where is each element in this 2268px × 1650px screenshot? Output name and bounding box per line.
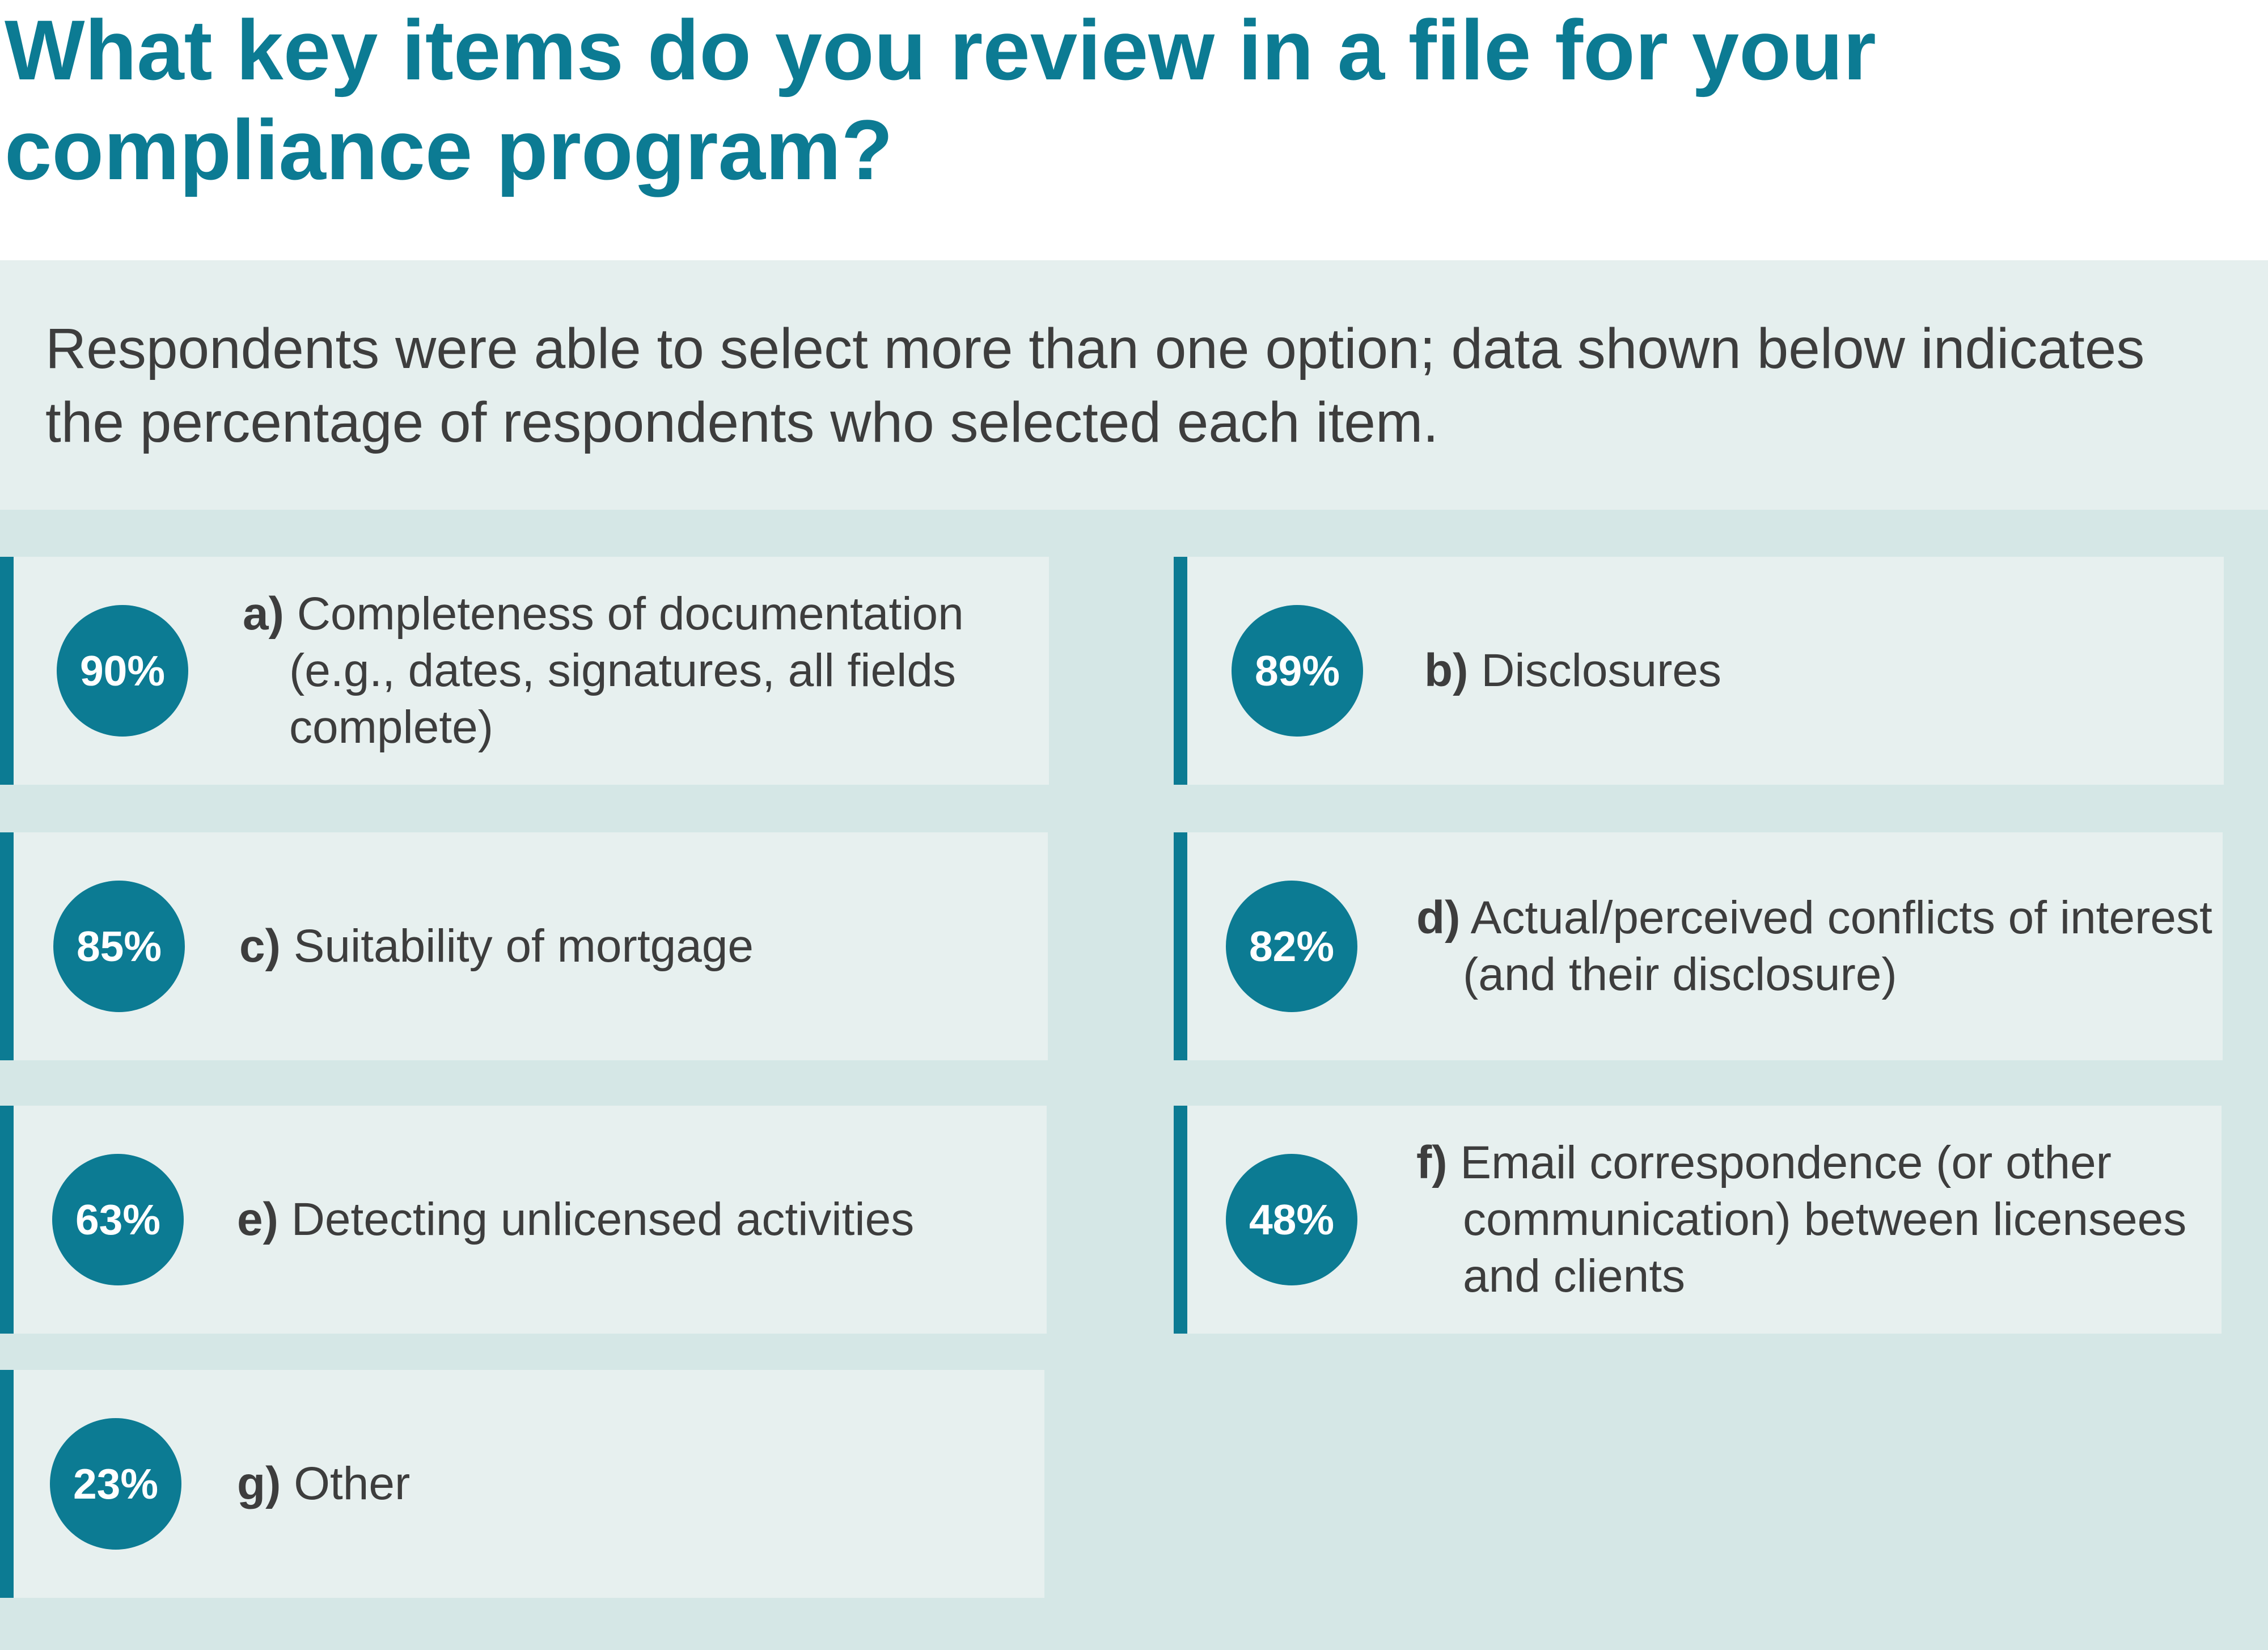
item-letter: c) xyxy=(239,920,281,972)
item-letter: a) xyxy=(243,588,284,640)
item-label: b) Disclosures xyxy=(1424,557,2224,785)
item-label: d) Actual/perceived conflicts of interes… xyxy=(1416,832,2227,1060)
item-label: c) Suitability of mortgage xyxy=(239,832,1039,1060)
percent-badge: 48% xyxy=(1226,1154,1357,1285)
item-card-e: 63% e) Detecting unlicensed activities xyxy=(0,1106,1047,1334)
item-text: Detecting unlicensed activities xyxy=(291,1194,915,1245)
chart-title: What key items do you review in a file f… xyxy=(5,2,1876,197)
item-card-g: 23% g) Other xyxy=(0,1370,1044,1598)
percent-badge: 82% xyxy=(1226,881,1357,1012)
item-label: e) Detecting unlicensed activities xyxy=(237,1106,1042,1334)
item-text: Other xyxy=(294,1458,411,1509)
item-label: a) Completeness of documentation (e.g., … xyxy=(243,557,1042,785)
item-text: Completeness of documentation (e.g., dat… xyxy=(289,588,964,753)
percent-badge: 90% xyxy=(57,605,188,737)
percent-badge: 85% xyxy=(53,881,185,1012)
item-text: Disclosures xyxy=(1481,645,1721,696)
percent-badge: 63% xyxy=(52,1154,184,1285)
item-card-a: 90% a) Completeness of documentation (e.… xyxy=(0,557,1049,785)
item-letter: g) xyxy=(237,1458,281,1509)
item-card-b: 89% b) Disclosures xyxy=(1174,557,2224,785)
item-letter: e) xyxy=(237,1194,278,1245)
item-letter: b) xyxy=(1424,645,1469,696)
chart-subtitle: Respondents were able to select more tha… xyxy=(45,317,2145,454)
item-card-d: 82% d) Actual/perceived conflicts of int… xyxy=(1174,832,2223,1060)
item-letter: d) xyxy=(1416,892,1461,944)
percent-badge: 89% xyxy=(1232,605,1363,737)
item-card-c: 85% c) Suitability of mortgage xyxy=(0,832,1048,1060)
item-text: Suitability of mortgage xyxy=(293,920,754,972)
subtitle-band xyxy=(0,260,2268,510)
item-card-f: 48% f) Email correspondence (or other co… xyxy=(1174,1106,2222,1334)
item-letter: f) xyxy=(1416,1137,1448,1188)
item-label: g) Other xyxy=(237,1370,1036,1598)
item-text: Actual/perceived conflicts of interest (… xyxy=(1463,892,2212,1000)
item-label: f) Email correspondence (or other commun… xyxy=(1416,1106,2222,1334)
item-text: Email correspondence (or other communica… xyxy=(1460,1137,2187,1302)
percent-badge: 23% xyxy=(50,1418,181,1550)
